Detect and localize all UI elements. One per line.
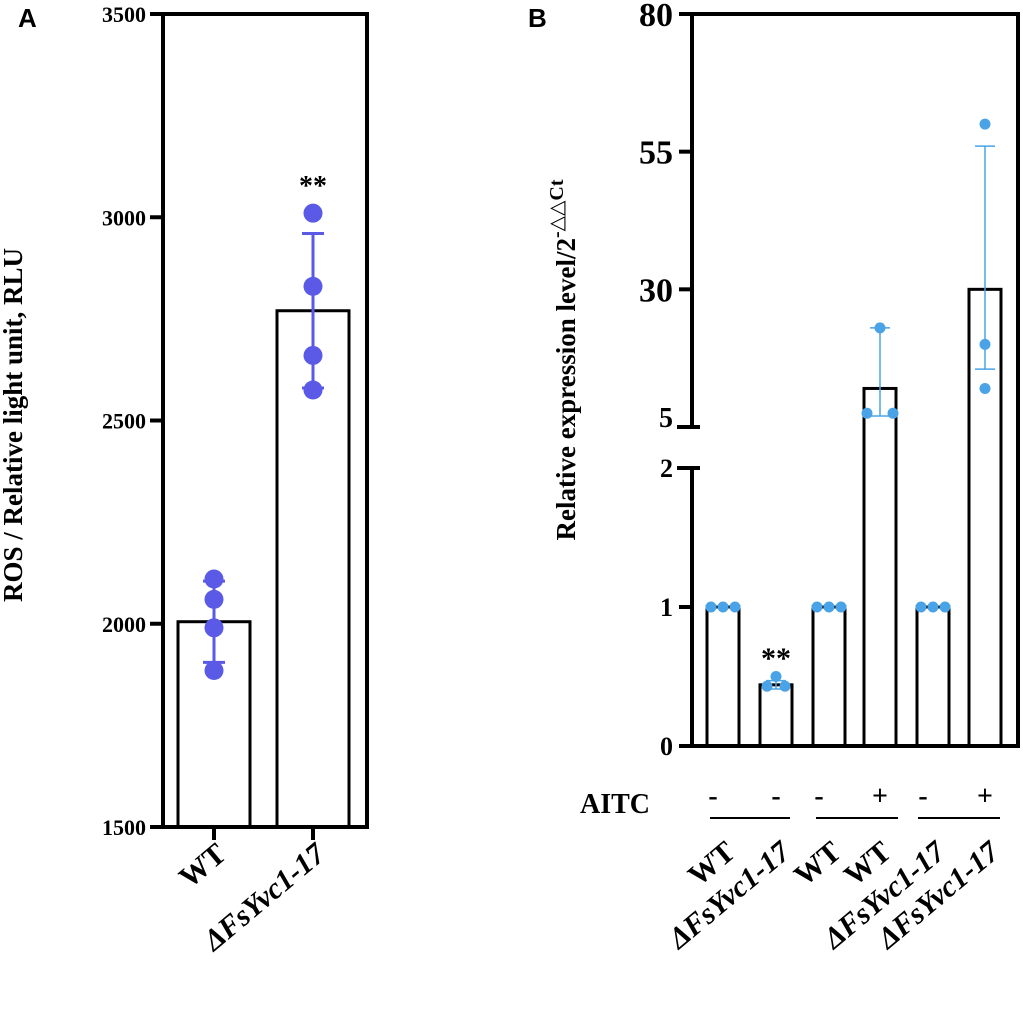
aitc-sign: +: [872, 781, 888, 812]
aitc-row: - - - + - +: [708, 781, 1000, 819]
aitc-sign: -: [708, 781, 717, 812]
bar: [915, 605, 951, 748]
data-point: [303, 380, 323, 400]
data-point: [729, 601, 741, 613]
data-point: [979, 118, 991, 130]
data-point: [939, 601, 951, 613]
x-tick-label: WT: [788, 835, 848, 892]
aitc-sign: -: [918, 781, 927, 812]
panel-a-letter: A: [18, 3, 37, 33]
data-point: [204, 660, 224, 680]
data-point: [811, 601, 823, 613]
data-point: [779, 680, 791, 692]
y-tick-label: 30: [639, 272, 673, 309]
data-point: [705, 601, 717, 613]
y-tick-label: 1500: [102, 815, 146, 840]
bar: [862, 386, 898, 748]
y-tick-label: 3000: [102, 205, 146, 230]
panel-b-ylabel: Relative expression level/2-△△Ct: [546, 179, 581, 540]
data-point: [770, 671, 782, 682]
panel-b-significance: **: [761, 642, 791, 675]
aitc-sign: -: [771, 781, 780, 812]
y-tick-label: 0: [660, 732, 673, 761]
y-tick-label: 55: [639, 135, 673, 172]
panel-a-ylabel: ROS / Relative light unit, RLU: [0, 248, 28, 602]
data-point: [303, 203, 323, 223]
panel-b: B Relative expression level/2-△△Ct 0 1 2 5 3…: [528, 0, 1020, 956]
panel-b-ylabel-sup: -△△Ct: [546, 179, 568, 238]
data-point: [823, 601, 835, 613]
data-point: [979, 382, 991, 394]
data-point: [861, 407, 873, 419]
bar: [705, 605, 741, 748]
aitc-sign: +: [977, 781, 993, 812]
data-point: [887, 407, 899, 419]
data-point: [204, 589, 224, 609]
data-point: [927, 601, 939, 613]
data-point: [204, 569, 224, 589]
bar: [758, 683, 794, 748]
panel-a-bars: [176, 203, 351, 840]
data-point: [874, 322, 886, 334]
data-point: [717, 601, 729, 613]
y-tick-label: 1: [660, 593, 673, 622]
panel-b-y-axis: 0 1 2 5 30 55 80: [639, 0, 692, 761]
panel-a-y-axis: 1500 2000 2500 3000 3500: [102, 2, 163, 840]
y-tick-label: 3500: [102, 2, 146, 27]
bar: [811, 605, 847, 748]
panel-b-ylabel-main: Relative expression level/2: [551, 238, 581, 540]
panel-b-frame: [690, 12, 1020, 748]
y-tick-label: 2000: [102, 612, 146, 637]
panel-a-frame: [161, 12, 369, 829]
y-tick-label: 5: [659, 403, 673, 434]
data-point: [303, 345, 323, 365]
panel-b-bars: [705, 118, 1003, 748]
y-tick-label: 80: [639, 0, 673, 34]
aitc-label: AITC: [580, 789, 650, 820]
data-point: [761, 680, 773, 692]
y-tick-label: 2500: [102, 409, 146, 434]
panel-a: A ROS / Relative light unit, RLU 1500 200…: [0, 2, 369, 958]
data-point: [979, 338, 991, 350]
panel-b-letter: B: [528, 3, 547, 33]
data-point: [204, 618, 224, 638]
aitc-sign: -: [814, 781, 823, 812]
y-tick-label: 2: [660, 454, 673, 483]
panel-a-significance: **: [299, 171, 327, 202]
data-point: [303, 276, 323, 296]
data-point: [835, 601, 847, 613]
data-point: [915, 601, 927, 613]
x-tick-label: WT: [173, 837, 233, 894]
